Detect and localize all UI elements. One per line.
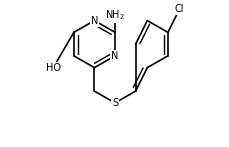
Text: HO: HO — [46, 63, 60, 73]
Text: N: N — [90, 16, 98, 26]
Text: S: S — [112, 98, 117, 108]
Text: N: N — [111, 51, 118, 61]
Text: Cl: Cl — [174, 4, 184, 14]
Text: NH$_2$: NH$_2$ — [105, 8, 124, 22]
